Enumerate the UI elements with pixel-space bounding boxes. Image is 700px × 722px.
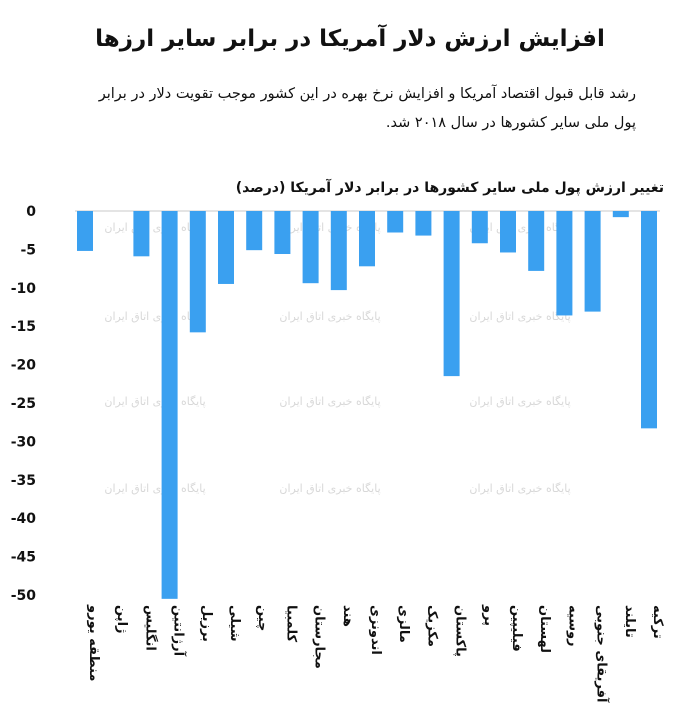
- y-tick-label: -40: [11, 511, 37, 527]
- bar: [330, 211, 347, 291]
- bar: [133, 211, 150, 257]
- bar: [556, 211, 573, 316]
- y-tick-label: 0: [26, 204, 36, 220]
- x-tick-label: شیلی: [227, 605, 242, 642]
- watermark-text: پایگاه خبری اتاق ایران: [469, 482, 570, 495]
- x-tick-label: فیلیپین: [509, 605, 524, 652]
- watermark-text: پایگاه خبری اتاق ایران: [104, 395, 205, 408]
- bar: [359, 211, 375, 267]
- x-tick-label: تایلند: [622, 605, 637, 638]
- bar: [584, 211, 601, 312]
- y-tick-label: -15: [11, 319, 36, 335]
- y-tick-label: -30: [11, 434, 37, 450]
- x-tick-label: منطقه یورو: [86, 604, 101, 681]
- bar: [161, 211, 178, 599]
- x-tick-label: لهستان: [537, 605, 552, 653]
- bar: [387, 211, 404, 233]
- bar: [274, 211, 291, 255]
- x-tick-label: انگلیس: [142, 605, 158, 651]
- bar: [443, 211, 460, 377]
- watermark-text: پایگاه خبری اتاق ایران: [279, 482, 380, 495]
- bar: [77, 211, 93, 251]
- bar: [415, 211, 432, 236]
- y-axis-label: تغییر ارزش پول ملی سایر کشورها در برابر …: [235, 180, 664, 196]
- watermark-text: پایگاه خبری اتاق ایران: [104, 482, 205, 495]
- bar: [302, 211, 319, 284]
- x-tick-label: آفریقای جنوبی: [594, 605, 611, 703]
- x-tick-label: روسیه: [565, 605, 580, 647]
- y-tick-label: -50: [11, 588, 37, 604]
- x-tick-label: پرو: [481, 604, 496, 626]
- x-tick-label: اندونزی: [368, 605, 383, 655]
- watermark-text: پایگاه خبری اتاق ایران: [279, 395, 380, 408]
- watermark-text: پایگاه خبری اتاق ایران: [469, 395, 570, 408]
- y-tick-label: -20: [11, 358, 37, 374]
- watermark-text: پایگاه خبری اتاق ایران: [279, 310, 380, 323]
- watermark-text: پایگاه خبری اتاق ایران: [469, 310, 570, 323]
- watermark-text: پایگاه خبری اتاق ایران: [469, 221, 570, 234]
- x-tick-label: مکزیک: [424, 605, 439, 647]
- x-tick-label: مجارستان: [312, 605, 327, 669]
- y-tick-label: -45: [11, 550, 36, 566]
- y-tick-label: -10: [11, 281, 37, 297]
- bar: [500, 211, 516, 253]
- bar: [641, 211, 657, 429]
- bar: [528, 211, 545, 271]
- x-tick-label: پاکستان: [453, 605, 468, 657]
- x-tick-label: ژاپن: [114, 605, 129, 634]
- bar: [612, 211, 629, 218]
- watermark-text: پایگاه خبری اتاق ایران: [104, 221, 205, 234]
- y-tick-label: -25: [11, 396, 36, 412]
- x-tick-label: هند: [340, 605, 355, 627]
- x-tick-label: برزیل: [199, 605, 214, 642]
- x-tick-label: مالزی: [396, 605, 411, 643]
- x-tick-label: ترکیه: [650, 605, 665, 639]
- bar: [218, 211, 234, 284]
- chart-subtitle: رشد قابل قبول اقتصاد آمریکا و افزایش نرخ…: [98, 86, 636, 131]
- chart-title: افزایش ارزش دلار آمریکا در برابر سایر ار…: [95, 26, 605, 52]
- bar: [471, 211, 488, 244]
- x-tick-label: چین: [255, 605, 270, 631]
- y-tick-label: -35: [11, 473, 36, 489]
- x-tick-label: کلمبیا: [283, 605, 298, 643]
- watermark-text: پایگاه خبری اتاق ایران: [104, 310, 205, 323]
- y-tick-label: -5: [20, 242, 36, 258]
- x-tick-label: آرژانتین: [171, 605, 188, 657]
- bar: [246, 211, 263, 251]
- bar: [189, 211, 206, 333]
